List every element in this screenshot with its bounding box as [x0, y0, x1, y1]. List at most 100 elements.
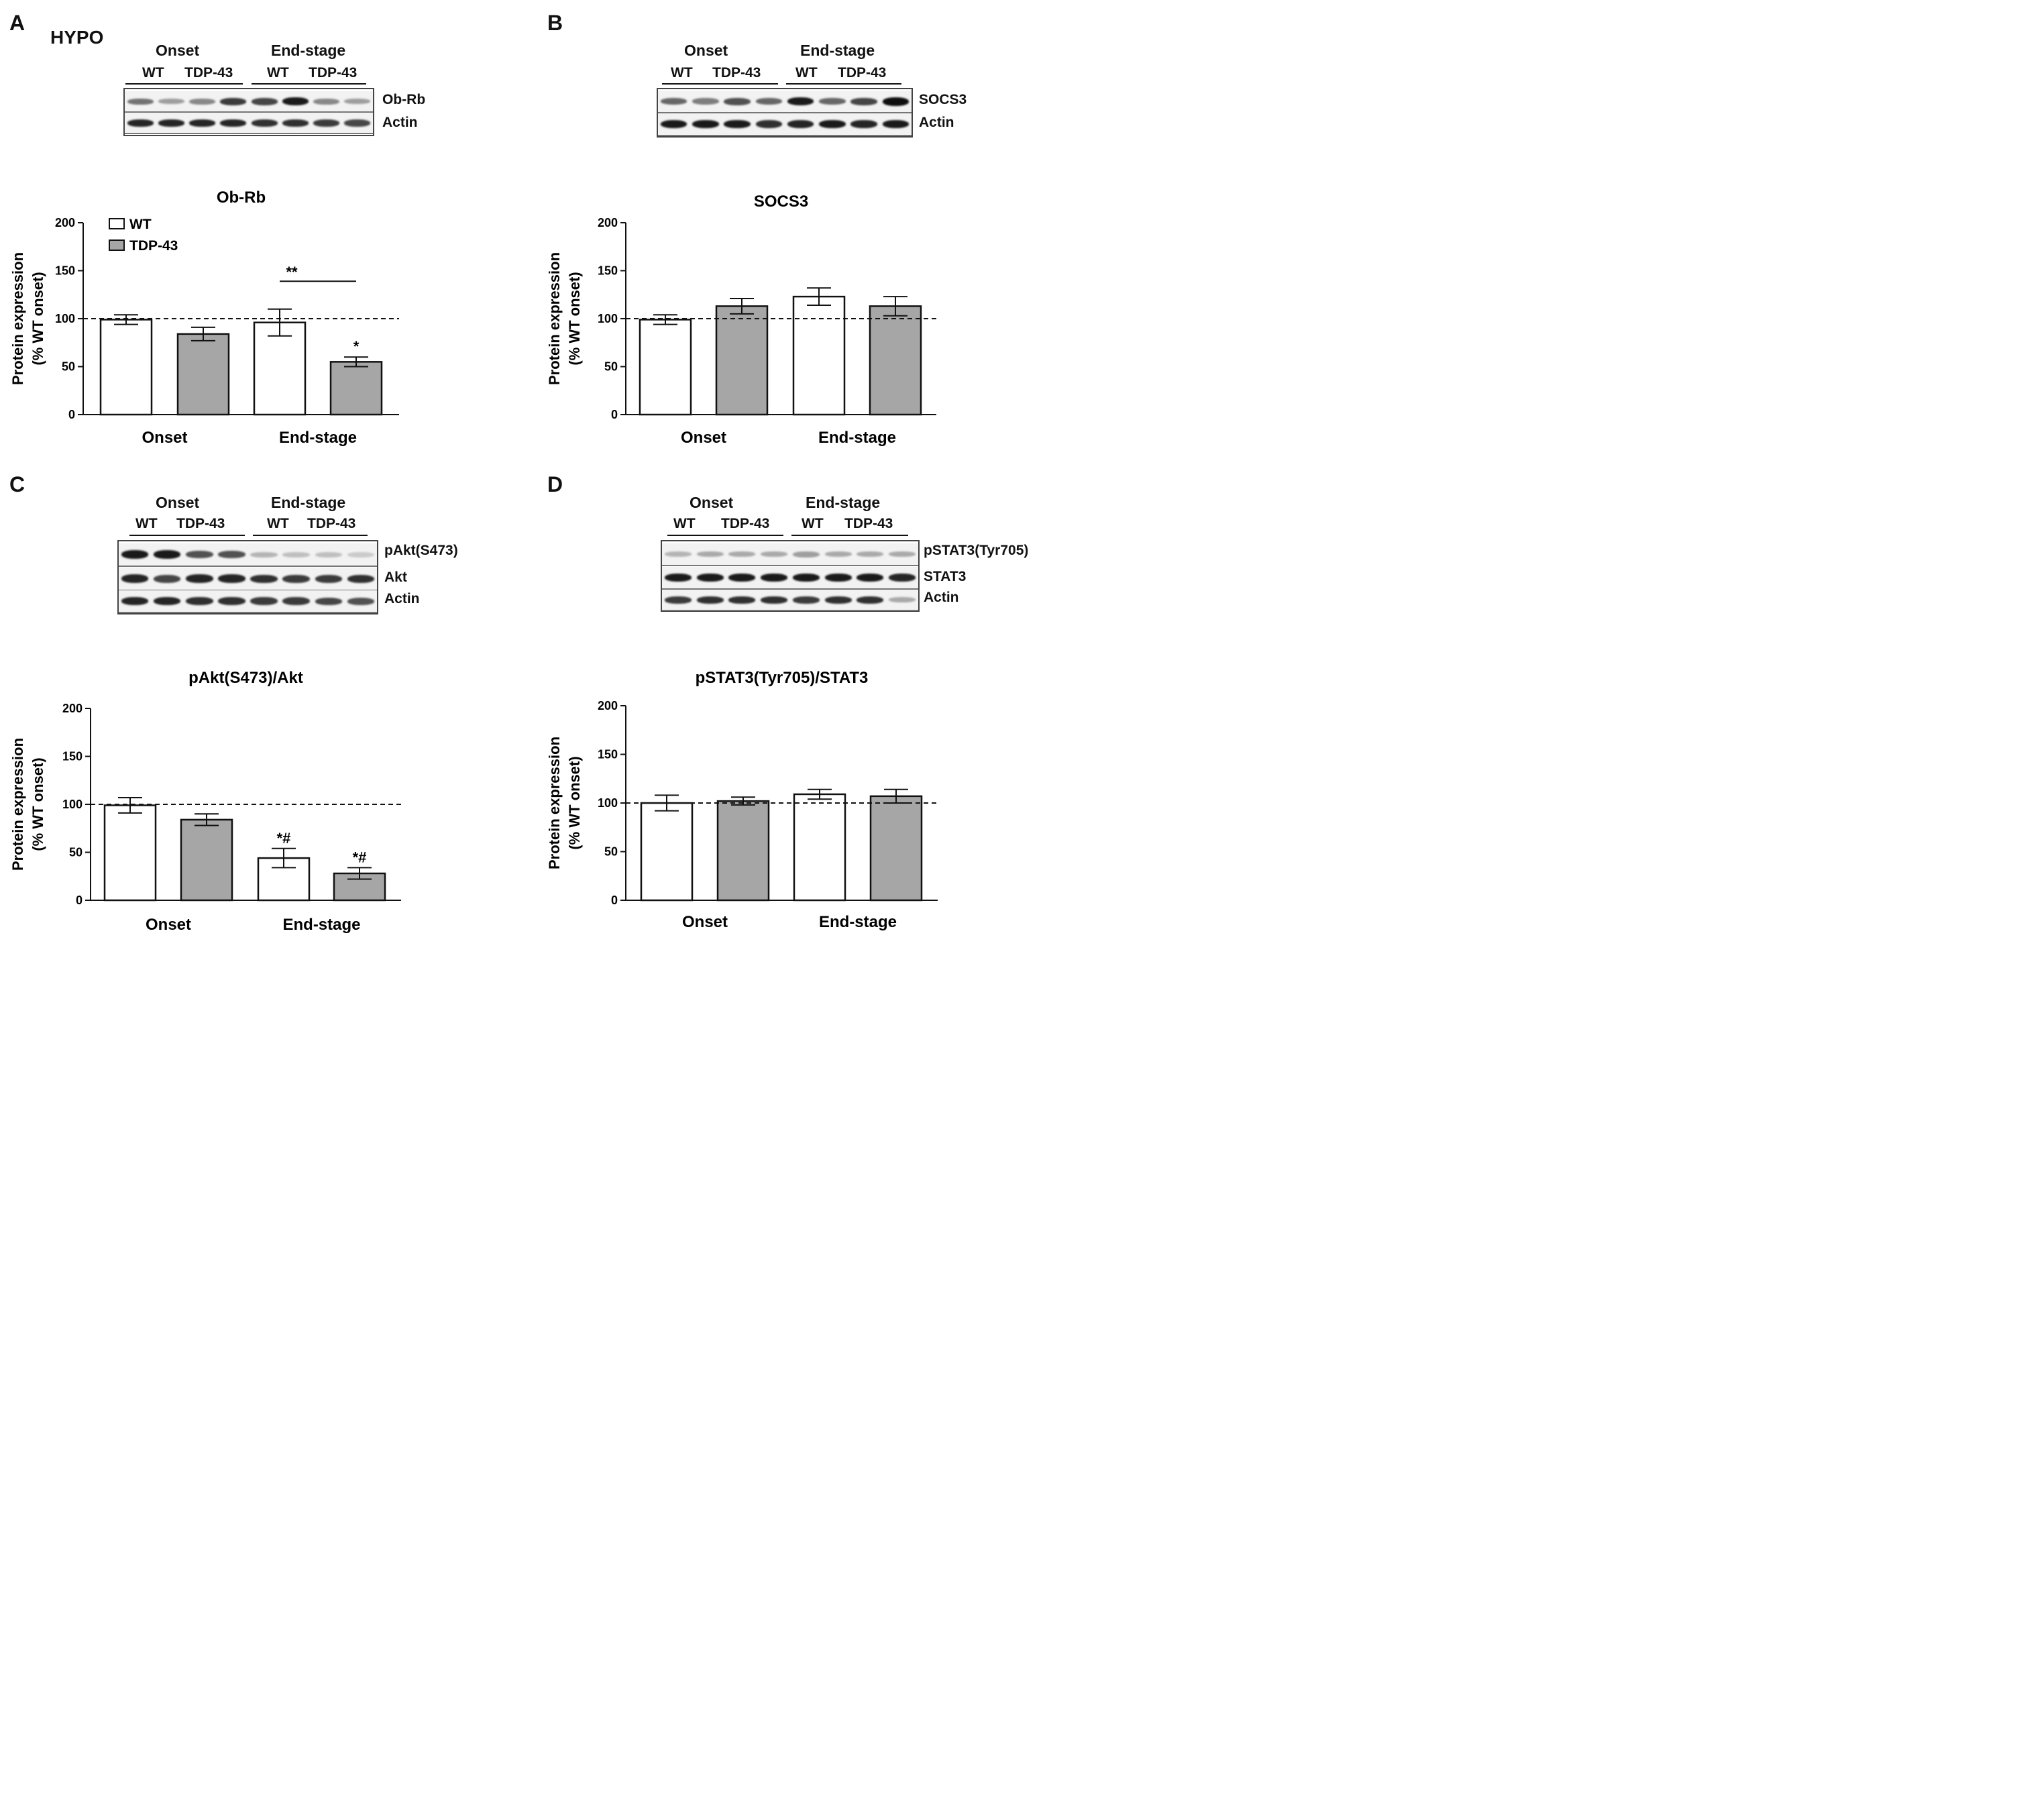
y-axis-label: Protein expression	[546, 252, 563, 385]
blot-group-underline	[253, 535, 368, 536]
blot-lane-label: WT	[671, 65, 693, 81]
y-tick-label: 200	[62, 702, 82, 715]
blot-band	[220, 119, 247, 127]
blot-band	[344, 119, 371, 127]
blot-band	[728, 596, 756, 604]
panel-a-letter: A	[9, 11, 25, 35]
panel-b-letter: B	[547, 11, 563, 35]
blot-band	[153, 550, 181, 559]
bar-wt	[103, 804, 157, 902]
blot-lane-label: WT	[802, 516, 824, 531]
blot-band	[315, 597, 343, 605]
x-category-label: End-stage	[282, 916, 360, 934]
blot-band	[889, 597, 916, 602]
x-category-label: Onset	[681, 429, 726, 447]
y-tick-label: 100	[598, 312, 618, 325]
blot-group-underline	[662, 83, 778, 85]
blot-group-label: Onset	[684, 42, 728, 59]
blot-band	[282, 574, 310, 583]
blot-group-underline	[667, 535, 783, 536]
blot-band	[850, 97, 877, 105]
blot-lane-label: TDP-43	[184, 65, 233, 81]
blot-band	[692, 98, 719, 105]
bar-chart-ob-rb: Ob-Rb 0 50 100 150 200 Protein expression (% WT…	[9, 189, 399, 447]
blot-band	[850, 120, 877, 128]
y-tick-label: 150	[55, 264, 75, 278]
blot-band	[218, 574, 245, 583]
blot-band	[889, 574, 916, 582]
blot-band	[347, 597, 375, 605]
blot-image	[123, 88, 374, 136]
blot-band	[696, 551, 724, 557]
blot-strip	[662, 590, 918, 611]
bar-tdp43	[329, 361, 383, 416]
blot-band	[819, 98, 846, 105]
x-category-label: Onset	[146, 916, 191, 934]
blot-band	[153, 574, 181, 583]
y-tick-label: 150	[598, 748, 618, 761]
blot-strip	[125, 113, 373, 134]
blot-band	[218, 597, 245, 605]
blot-band	[158, 99, 184, 104]
blot-lane-label: TDP-43	[712, 65, 761, 81]
bar-tdp43	[180, 818, 233, 902]
blot-band	[282, 119, 309, 127]
y-axis-label-unit: (% WT onset)	[30, 272, 46, 365]
blot-band	[664, 596, 692, 604]
y-tick-label: 50	[604, 360, 618, 374]
blot-group-underline	[129, 535, 245, 536]
blot-row-label: STAT3	[924, 569, 967, 584]
blot-lane-label: TDP-43	[838, 65, 887, 81]
x-category-label: End-stage	[819, 913, 897, 931]
chart-title: SOCS3	[754, 193, 808, 211]
blot-strip	[119, 568, 377, 591]
blot-band	[313, 98, 340, 105]
y-tick-label: 50	[69, 846, 82, 859]
significance-marker: *#	[353, 849, 367, 865]
blot-row-label: SOCS3	[919, 92, 967, 107]
blot-group-underline	[786, 83, 901, 85]
blot-band	[282, 597, 310, 605]
y-tick-label: 200	[55, 216, 75, 229]
blot-band	[755, 120, 783, 128]
y-axis-label: Protein expression	[9, 252, 26, 385]
y-tick-label: 150	[62, 750, 82, 763]
blot-band	[127, 119, 154, 127]
bar-wt	[793, 793, 846, 902]
blot-strip	[662, 543, 918, 566]
y-tick-label: 50	[604, 845, 618, 859]
blot-band	[189, 98, 216, 105]
blot-band	[186, 597, 213, 605]
blot-strip	[119, 590, 377, 613]
y-tick-label: 0	[68, 408, 75, 421]
y-tick-label: 0	[76, 894, 82, 907]
x-category-label: End-stage	[279, 429, 357, 447]
blot-image	[657, 88, 913, 138]
chart-title: pAkt(S473)/Akt	[188, 669, 303, 687]
chart-title: pSTAT3(Tyr705)/STAT3	[696, 669, 869, 687]
blot-band	[121, 574, 149, 583]
blot-band	[282, 551, 310, 557]
blot-band	[882, 120, 910, 128]
significance-marker: *	[353, 338, 360, 355]
blot-band	[792, 596, 820, 604]
blot-row-label: pSTAT3(Tyr705)	[924, 543, 1029, 558]
blot-band	[250, 551, 278, 557]
blot-band	[724, 120, 751, 128]
blot-band	[186, 574, 213, 583]
legend-label: WT	[129, 217, 152, 232]
y-axis-label-unit: (% WT onset)	[30, 757, 46, 851]
blot-group-underline	[791, 535, 908, 536]
blot-image	[117, 540, 378, 614]
blot-band	[889, 551, 916, 557]
blot-row-label: Ob-Rb	[382, 92, 426, 107]
bar-wt	[99, 319, 153, 416]
x-category-label: Onset	[682, 913, 728, 931]
blot-row-label: Akt	[384, 570, 407, 585]
blot-strip	[658, 91, 912, 113]
legend-swatch	[109, 218, 125, 229]
blot-band	[664, 574, 692, 582]
blot-lane-label: TDP-43	[176, 516, 225, 531]
bar-wt	[640, 802, 694, 902]
blot-band	[121, 550, 149, 559]
